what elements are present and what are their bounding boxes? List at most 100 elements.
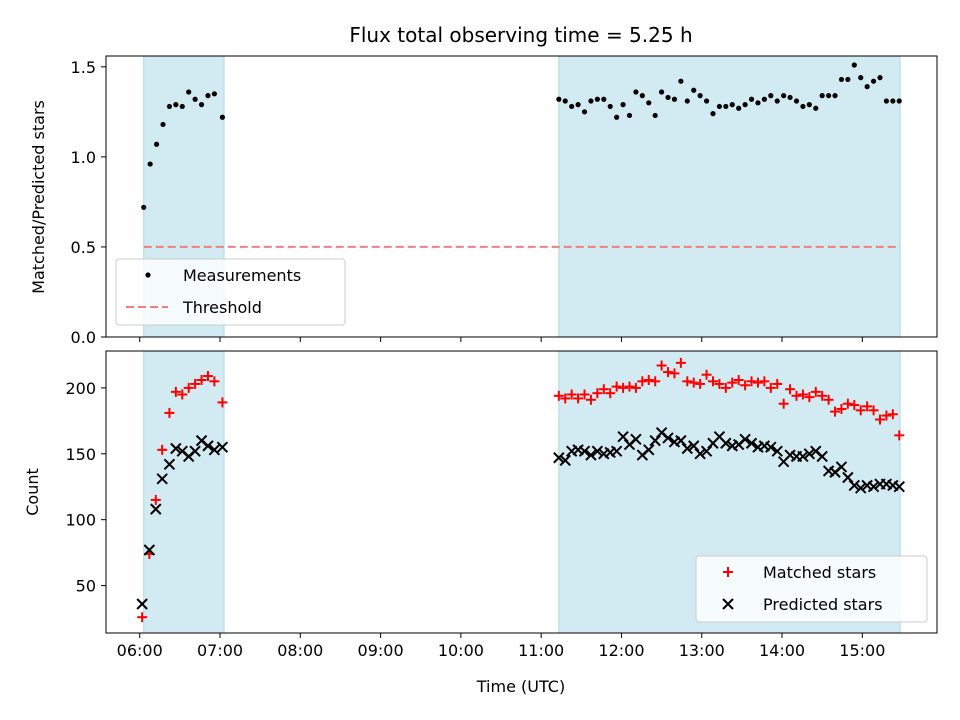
- legend-label: Matched stars: [763, 563, 876, 582]
- data-point: [681, 442, 694, 455]
- data-point: [143, 544, 156, 556]
- data-point: [855, 405, 866, 416]
- data-point: [598, 384, 609, 395]
- data-point: [147, 161, 153, 167]
- data-point: [701, 369, 712, 380]
- data-point: [694, 448, 706, 460]
- data-point: [772, 378, 783, 389]
- data-point: [659, 89, 665, 95]
- data-point: [804, 392, 815, 403]
- data-point: [643, 374, 654, 385]
- y-tick-label: 1.5: [71, 58, 96, 77]
- data-point: [894, 430, 905, 441]
- data-point: [774, 98, 780, 104]
- data-point: [669, 368, 680, 379]
- data-point: [803, 448, 816, 460]
- legend-label: Predicted stars: [763, 595, 883, 614]
- data-point: [759, 376, 770, 387]
- data-point: [626, 112, 633, 119]
- y-tick-label: 50: [76, 577, 96, 596]
- x-tick-label: 12:00: [598, 641, 644, 660]
- legend-label: Measurements: [183, 266, 301, 285]
- data-point: [682, 376, 693, 387]
- data-point: [791, 390, 802, 401]
- ratio-panel: 0.0 0.5 1.0 1.5 Measurements Threshold: [71, 55, 938, 347]
- data-point: [745, 437, 758, 449]
- y-tick-label: 0.5: [71, 238, 96, 257]
- data-point: [716, 103, 723, 110]
- data-point: [838, 76, 845, 83]
- data-point: [156, 473, 168, 485]
- data-point: [703, 98, 710, 104]
- data-point: [618, 382, 629, 393]
- data-point: [624, 381, 635, 392]
- data-point: [697, 93, 703, 99]
- data-point: [208, 444, 221, 456]
- data-point: [707, 376, 718, 387]
- data-point: [781, 93, 787, 99]
- data-point: [650, 376, 661, 387]
- legend-count: Matched stars Predicted stars: [695, 555, 928, 623]
- data-point: [591, 445, 604, 457]
- y-tick-label: 150: [65, 445, 96, 464]
- data-point: [662, 432, 674, 444]
- data-point: [855, 482, 867, 494]
- data-point: [748, 96, 755, 102]
- data-point: [883, 98, 890, 104]
- data-point: [633, 89, 639, 95]
- data-point: [881, 410, 892, 421]
- data-point: [217, 397, 228, 408]
- data-point: [830, 406, 841, 417]
- data-point: [793, 98, 800, 104]
- data-point: [739, 433, 751, 445]
- data-point: [202, 440, 214, 452]
- data-point: [177, 389, 188, 400]
- data-point: [605, 388, 616, 399]
- x-axis-label: Time (UTC): [476, 677, 565, 696]
- data-point: [845, 76, 851, 83]
- data-point: [688, 377, 699, 388]
- data-point: [205, 93, 211, 99]
- data-point: [166, 103, 173, 110]
- data-point: [740, 380, 751, 391]
- y-tick-label: 0.0: [71, 328, 96, 347]
- data-point: [579, 389, 590, 400]
- y-axis-label-ratio: Matched/Predicted stars: [29, 100, 48, 294]
- legend-marker: [722, 598, 734, 610]
- data-point: [585, 449, 597, 461]
- legend-marker: [723, 567, 733, 577]
- data-point: [620, 102, 626, 108]
- data-point: [787, 94, 793, 101]
- legend-box: [695, 555, 928, 623]
- data-point: [639, 93, 645, 99]
- chart-title: Flux total observing time = 5.25 h: [349, 23, 692, 47]
- data-point: [216, 441, 229, 453]
- data-point: [684, 98, 690, 104]
- x-tick-label: 07:00: [197, 641, 243, 660]
- data-point: [202, 371, 213, 382]
- data-point: [173, 102, 179, 108]
- data-point: [720, 437, 732, 449]
- data-point: [877, 75, 883, 81]
- legend-box: [115, 258, 346, 326]
- data-point: [858, 75, 864, 81]
- data-point: [646, 100, 652, 106]
- legend-ratio: Measurements Threshold: [115, 258, 346, 326]
- data-point: [614, 114, 620, 120]
- data-point: [581, 109, 588, 115]
- observing-window-1: [143, 350, 225, 634]
- data-point: [746, 376, 757, 387]
- data-point: [675, 434, 687, 447]
- data-point: [742, 102, 748, 108]
- data-point: [573, 393, 584, 404]
- x-tick-label: 14:00: [759, 641, 805, 660]
- data-point: [611, 381, 622, 392]
- data-point: [733, 374, 744, 385]
- data-point: [736, 105, 742, 111]
- data-point: [157, 444, 168, 455]
- x-tick-label: 15:00: [839, 641, 885, 660]
- data-point: [150, 494, 161, 505]
- data-point: [556, 96, 562, 102]
- data-point: [778, 398, 789, 409]
- data-point: [729, 102, 735, 108]
